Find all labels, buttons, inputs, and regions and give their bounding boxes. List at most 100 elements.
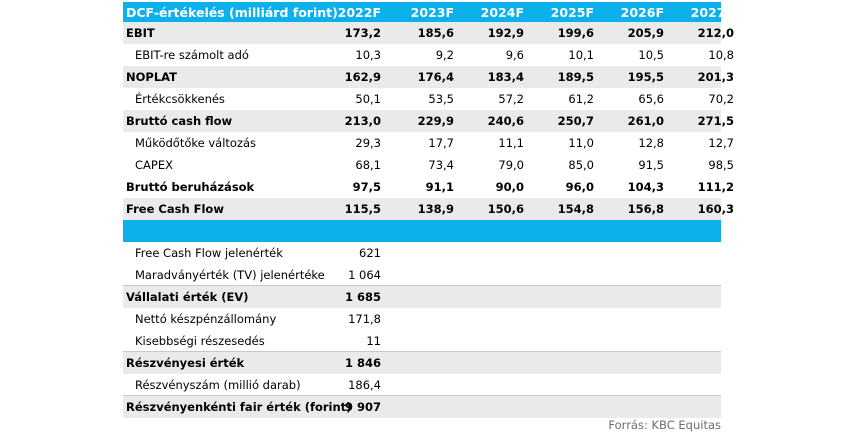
valuation-row-fair-value: Részvényenkénti fair érték (forint) 9 90…	[123, 396, 721, 418]
row-value: 212,0	[697, 26, 734, 40]
table-row-ebit: EBIT 173,2 185,6 192,9 199,6 205,9 212,0	[123, 22, 734, 44]
row-value: 205,9	[627, 26, 664, 40]
row-value: 162,9	[344, 70, 381, 84]
row-value: 195,5	[627, 70, 664, 84]
row-value: 29,3	[355, 136, 381, 150]
row-value: 91,1	[425, 180, 454, 194]
row-label: Részvényenkénti fair érték (forint)	[126, 400, 352, 414]
section-divider-band	[123, 220, 721, 242]
row-label: Maradványérték (TV) jelenértéke	[135, 267, 325, 282]
row-value: 271,5	[697, 114, 734, 128]
row-value: 201,3	[697, 70, 734, 84]
row-label: Kisebbségi részesedés	[135, 333, 265, 348]
row-label: Értékcsökkenés	[135, 92, 225, 106]
row-value: 154,8	[557, 202, 594, 216]
row-label: Vállalati érték (EV)	[126, 290, 249, 304]
table-row-working-capital: Működőtőke változás 29,3 17,7 11,1 11,0 …	[123, 132, 734, 154]
row-value: 138,9	[417, 202, 454, 216]
table-row-free-cash-flow: Free Cash Flow 115,5 138,9 150,6 154,8 1…	[123, 198, 734, 220]
row-value: 10,5	[638, 48, 664, 62]
row-value: 90,0	[495, 180, 524, 194]
row-value: 57,2	[498, 92, 524, 106]
row-value: 91,5	[638, 158, 664, 172]
row-label: Részvényszám (millió darab)	[135, 377, 301, 392]
row-value: 9 907	[344, 400, 381, 414]
row-label: EBIT-re számolt adó	[135, 48, 249, 62]
row-value: 150,6	[487, 202, 524, 216]
table-header-row: DCF-értékelés (milliárd forint) 2022F 20…	[123, 2, 734, 22]
table-row-capex: CAPEX 68,1 73,4 79,0 85,0 91,5 98,5	[123, 154, 734, 176]
row-value: 111,2	[697, 180, 734, 194]
year-header: 2024F	[480, 4, 524, 20]
row-value: 115,5	[344, 202, 381, 216]
row-value: 160,3	[697, 202, 734, 216]
row-value: 79,0	[498, 158, 524, 172]
table-row-depreciation: Értékcsökkenés 50,1 53,5 57,2 61,2 65,6 …	[123, 88, 734, 110]
row-value: 261,0	[627, 114, 664, 128]
row-value: 10,3	[355, 48, 381, 62]
row-value: 213,0	[344, 114, 381, 128]
row-value: 250,7	[557, 114, 594, 128]
row-value: 12,8	[638, 136, 664, 150]
year-header: 2023F	[410, 4, 454, 20]
row-value: 192,9	[487, 26, 524, 40]
row-value: 11,1	[498, 136, 524, 150]
row-value: 10,1	[568, 48, 594, 62]
row-value: 621	[359, 246, 381, 260]
row-value: 1 685	[344, 290, 381, 304]
row-value: 104,3	[627, 180, 664, 194]
year-header: 2022F	[337, 4, 381, 20]
row-value: 17,7	[428, 136, 454, 150]
row-value: 156,8	[627, 202, 664, 216]
row-value: 85,0	[568, 158, 594, 172]
table-title: DCF-értékelés (milliárd forint)	[126, 4, 338, 20]
row-label: NOPLAT	[126, 70, 178, 84]
row-label: Free Cash Flow	[126, 202, 224, 216]
row-value: 12,7	[708, 136, 734, 150]
row-label: EBIT	[126, 26, 155, 40]
valuation-row-minority: Kisebbségi részesedés 11	[123, 330, 721, 352]
row-value: 186,4	[348, 377, 381, 392]
row-value: 171,8	[348, 312, 381, 326]
valuation-row-net-cash: Nettó készpénzállomány 171,8	[123, 308, 721, 330]
row-value: 185,6	[417, 26, 454, 40]
year-header: 2026F	[620, 4, 664, 20]
valuation-row-equity-value: Részvényesi érték 1 846	[123, 352, 721, 374]
row-value: 173,2	[344, 26, 381, 40]
row-value: 73,4	[428, 158, 454, 172]
table-row-ebit-tax: EBIT-re számolt adó 10,3 9,2 9,6 10,1 10…	[123, 44, 734, 66]
row-label: Működőtőke változás	[135, 136, 257, 150]
row-value: 50,1	[355, 92, 381, 106]
valuation-row-share-count: Részvényszám (millió darab) 186,4	[123, 374, 721, 396]
row-value: 189,5	[557, 70, 594, 84]
year-header: 2025F	[550, 4, 594, 20]
row-value: 10,8	[708, 48, 734, 62]
year-header: 2027F	[690, 4, 734, 20]
row-value: 11,0	[568, 136, 594, 150]
dcf-table: DCF-értékelés (milliárd forint) 2022F 20…	[123, 2, 734, 418]
row-value: 96,0	[565, 180, 594, 194]
row-value: 97,5	[352, 180, 381, 194]
row-value: 176,4	[417, 70, 454, 84]
table-row-gross-investment: Bruttó beruházások 97,5 91,1 90,0 96,0 1…	[123, 176, 734, 198]
row-label: Bruttó cash flow	[126, 114, 233, 128]
row-value: 70,2	[708, 92, 734, 106]
row-value: 11	[366, 333, 381, 348]
row-value: 61,2	[568, 92, 594, 106]
valuation-row-ev: Vállalati érték (EV) 1 685	[123, 286, 721, 308]
table-row-gross-cash-flow: Bruttó cash flow 213,0 229,9 240,6 250,7…	[123, 110, 734, 132]
row-value: 53,5	[428, 92, 454, 106]
row-value: 9,6	[505, 48, 524, 62]
row-value: 183,4	[487, 70, 524, 84]
row-value: 98,5	[708, 158, 734, 172]
row-label: Bruttó beruházások	[126, 180, 255, 194]
row-value: 1 064	[348, 267, 381, 282]
source-note: Forrás: KBC Equitas	[608, 418, 721, 432]
valuation-row-fcf-pv: Free Cash Flow jelenérték 621	[123, 242, 721, 264]
row-label: CAPEX	[135, 158, 173, 172]
row-label: Free Cash Flow jelenérték	[135, 246, 283, 260]
valuation-row-tv-pv: Maradványérték (TV) jelenértéke 1 064	[123, 264, 721, 286]
row-value: 240,6	[487, 114, 524, 128]
row-label: Nettó készpénzállomány	[135, 312, 277, 326]
row-label: Részvényesi érték	[126, 356, 245, 370]
